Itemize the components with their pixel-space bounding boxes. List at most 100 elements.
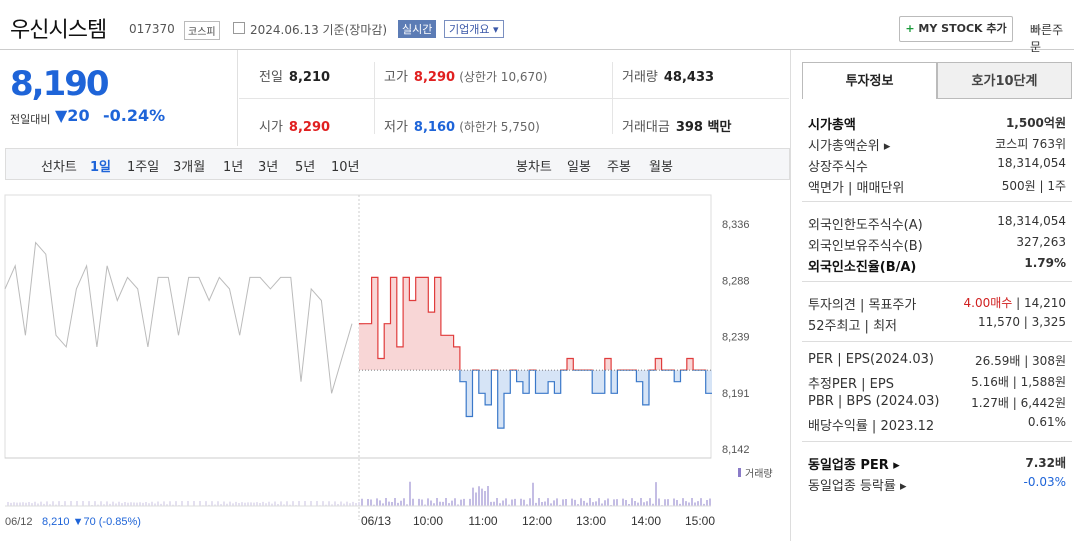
info-row-3-value: 500원 | 1주 xyxy=(1001,179,1066,193)
y-tick-label: 8,239 xyxy=(722,332,750,344)
valuation-row-2-label: PBR | BPS (2024.03) xyxy=(808,394,940,409)
y-tick-label: 8,336 xyxy=(722,219,750,231)
plus-icon: + xyxy=(905,22,915,35)
foreign-row-0: 외국인한도주식수(A) 18,314,054 xyxy=(808,214,1066,234)
calendar-icon xyxy=(233,22,245,34)
x-tick-label: 13:00 xyxy=(576,514,606,528)
tab-orderbook[interactable]: 호가10단계 xyxy=(937,62,1072,99)
price-change: ▼20 xyxy=(55,106,90,125)
foreign-row-0-label: 외국인한도주식수(A) xyxy=(808,218,923,233)
info-row-0: 시가총액 1,500억원 xyxy=(808,114,1066,134)
realtime-button[interactable]: 실시간 xyxy=(398,20,437,38)
x-tick-label: 15:00 xyxy=(685,514,715,528)
period-bar: 선차트 1일 1주일 3개월 1년 3년 5년 10년 봉차트 일봉 주봉 월봉 xyxy=(5,148,790,180)
info-row-2: 상장주식수 18,314,054 xyxy=(808,156,1066,176)
period-1y[interactable]: 1년 xyxy=(223,160,244,175)
industry-change-row-value: -0.03% xyxy=(1023,475,1066,489)
quick-order-link[interactable]: 빠른주문 xyxy=(1030,23,1064,54)
up-area xyxy=(359,277,712,371)
x-tick-label: 11:00 xyxy=(468,514,497,528)
opinion-row-label: 투자의견 | 목표주가 xyxy=(808,298,917,313)
stat-open: 시가 8,290 xyxy=(259,120,331,135)
foreign-row-2: 외국인소진율(B/A) 1.79% xyxy=(808,256,1066,276)
candle-monthly[interactable]: 월봉 xyxy=(649,160,673,175)
week52-row-label: 52주최고 | 최저 xyxy=(808,319,897,334)
candle-daily[interactable]: 일봉 xyxy=(567,160,591,175)
company-overview-dropdown[interactable]: 기업개요 ▾ xyxy=(444,20,504,38)
stat-high: 고가 8,290 (상한가 10,670) xyxy=(384,70,548,85)
add-mystock-button[interactable]: + MY STOCK 추가 xyxy=(899,16,1013,42)
info-row-1-label: 시가총액순위 ▸ xyxy=(808,139,891,154)
volume-legend-swatch xyxy=(738,468,741,477)
plot-frame xyxy=(4,194,712,459)
y-tick-label: 8,191 xyxy=(722,388,750,400)
asof-date: 2024.06.13 기준(장마감) xyxy=(250,23,388,37)
y-tick-label: 8,142 xyxy=(722,444,750,456)
valuation-row-3: 배당수익률 | 2023.12 0.61% xyxy=(808,415,1066,435)
industry-change-row-label: 동일업종 등락률 ▸ xyxy=(808,479,907,494)
info-row-1-value: 코스피 763위 xyxy=(995,137,1066,151)
period-5y[interactable]: 5년 xyxy=(295,160,316,175)
volume-legend: 거래량 xyxy=(745,468,773,480)
valuation-row-0: PER | EPS(2024.03) 26.59배 | 308원 xyxy=(808,352,1066,372)
line-chart-label: 선차트 xyxy=(41,160,77,175)
info-row-2-label: 상장주식수 xyxy=(808,160,868,175)
foreign-row-1-value: 327,263 xyxy=(1016,235,1066,249)
industry-per-row-value: 7.32배 xyxy=(1025,456,1066,470)
opinion-row: 투자의견 | 목표주가 4.00매수 | 14,210 xyxy=(808,294,1066,314)
price-stats: 전일 8,210 고가 8,290 (상한가 10,670) 거래량 48,433 시… xyxy=(239,50,789,146)
industry-per-row-label: 동일업종 PER ▸ xyxy=(808,458,900,473)
target-price: | 14,210 xyxy=(1012,296,1066,310)
x-tick-label: 10:00 xyxy=(413,514,443,528)
tab-investment-info[interactable]: 투자정보 xyxy=(802,62,937,99)
valuation-row-3-value: 0.61% xyxy=(1027,415,1066,429)
today-line-down xyxy=(459,370,712,429)
valuation-row-1-label: 추정PER | EPS xyxy=(808,377,894,392)
x-tick-label: 14:00 xyxy=(631,514,661,528)
period-1w[interactable]: 1주일 xyxy=(127,160,160,175)
valuation-row-2: PBR | BPS (2024.03) 1.27배 | 6,442원 xyxy=(808,394,1066,414)
info-row-3-label: 액면가 | 매매단위 xyxy=(808,181,905,196)
info-row-0-label: 시가총액 xyxy=(808,118,856,133)
stock-code: 017370 xyxy=(129,22,175,36)
industry-change-row: 동일업종 등락률 ▸ -0.03% xyxy=(808,475,1066,495)
stat-low: 저가 8,160 (하한가 5,750) xyxy=(384,120,540,135)
info-row-1: 시가총액순위 ▸ 코스피 763위 xyxy=(808,135,1066,155)
opinion-row-value: 4.00매수 | 14,210 xyxy=(964,294,1066,311)
intraday-chart[interactable]: 8,336 8,288 8,239 8,191 8,142 거래량 06/13 10:00 11… xyxy=(0,185,790,541)
stat-prev-close: 전일 8,210 xyxy=(259,70,331,85)
candle-weekly[interactable]: 주봉 xyxy=(607,160,631,175)
change-label: 전일대비 xyxy=(10,113,51,126)
prev-day-line xyxy=(4,241,353,394)
info-row-3: 액면가 | 매매단위 500원 | 1주 xyxy=(808,177,1066,197)
foreign-row-2-value: 1.79% xyxy=(1024,256,1066,270)
period-1d[interactable]: 1일 xyxy=(90,160,112,175)
candle-chart-label: 봉차트 xyxy=(516,160,552,175)
price-panel: 8,190 전일대비 ▼20 -0.24% xyxy=(0,50,238,146)
period-3y[interactable]: 3년 xyxy=(258,160,279,175)
week52-row: 52주최고 | 최저 11,570 | 3,325 xyxy=(808,315,1066,335)
valuation-row-3-label: 배당수익률 | 2023.12 xyxy=(808,419,935,434)
valuation-row-0-label: PER | EPS(2024.03) xyxy=(808,352,934,367)
info-row-2-value: 18,314,054 xyxy=(997,156,1066,170)
foreign-row-2-label: 외국인소진율(B/A) xyxy=(808,260,917,275)
valuation-row-2-value: 1.27배 | 6,442원 xyxy=(971,396,1066,410)
stock-header: 우신시스템 017370 코스피 2024.06.13 기준(장마감) 실시간 … xyxy=(0,0,1074,54)
info-row-0-value: 1,500억원 xyxy=(1005,116,1066,130)
x-tick-label: 06/13 xyxy=(361,514,391,528)
foreign-row-1-label: 외국인보유주식수(B) xyxy=(808,239,923,254)
period-3m[interactable]: 3개월 xyxy=(173,160,206,175)
foreign-row-1: 외국인보유주식수(B) 327,263 xyxy=(808,235,1066,255)
company-name: 우신시스템 xyxy=(10,18,107,43)
valuation-row-0-value: 26.59배 | 308원 xyxy=(974,354,1066,368)
industry-per-row: 동일업종 PER ▸ 7.32배 xyxy=(808,454,1066,474)
current-price: 8,190 xyxy=(10,64,110,104)
price-change-pct: -0.24% xyxy=(103,106,166,125)
period-10y[interactable]: 10년 xyxy=(331,160,360,175)
valuation-row-1: 추정PER | EPS 5.16배 | 1,588원 xyxy=(808,373,1066,393)
y-tick-label: 8,288 xyxy=(722,275,750,287)
x-start-label: 06/12 xyxy=(5,516,33,528)
opinion-rating: 4.00매수 xyxy=(963,296,1013,310)
today-line-up xyxy=(358,276,707,371)
